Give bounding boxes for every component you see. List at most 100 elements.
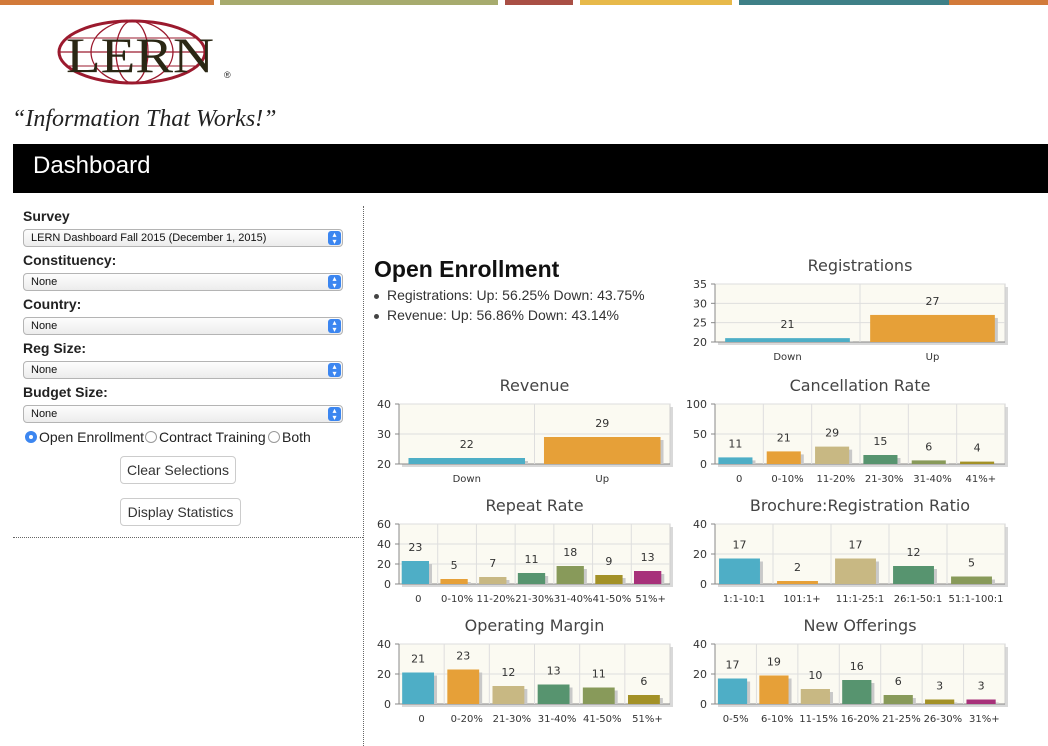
bullet-icon xyxy=(374,313,379,319)
sidebar-bottom-divider xyxy=(13,537,363,538)
reg-size-select-value: None xyxy=(31,364,58,376)
bar-0-10 xyxy=(766,451,801,464)
display-statistics-button[interactable]: Display Statistics xyxy=(120,498,241,526)
y-tick-label: 100 xyxy=(686,398,707,411)
chart-operating-margin: Operating Margin 0 20 40 21 0 23 0-20% 12 21-30% 1… xyxy=(364,614,690,734)
tagline: “Information That Works!” xyxy=(12,106,277,132)
bar-21-25 xyxy=(883,695,913,704)
x-tick-label: 6-10% xyxy=(761,714,793,725)
y-tick-label: 20 xyxy=(693,548,707,561)
page-title: Dashboard xyxy=(33,152,151,179)
x-tick-label: 31-40% xyxy=(913,474,952,485)
x-tick-label: 51%+ xyxy=(632,714,663,725)
bar-6-10 xyxy=(759,675,789,704)
lern-logo[interactable]: LERN ® xyxy=(56,16,240,90)
data-label: 17 xyxy=(849,539,863,552)
x-tick-label: 41-50% xyxy=(593,594,632,605)
x-tick-label: 41%+ xyxy=(966,474,997,485)
y-tick-label: 20 xyxy=(377,458,391,471)
bullet-icon xyxy=(374,293,379,299)
data-label: 29 xyxy=(595,417,609,430)
data-label: 22 xyxy=(460,438,474,451)
x-tick-label: 1:1-10:1 xyxy=(723,594,765,605)
chart-title: Registrations xyxy=(808,256,913,275)
bar-down xyxy=(725,338,850,342)
y-tick-label: 20 xyxy=(693,668,707,681)
chevron-updown-icon: ▴ ▾ xyxy=(328,231,341,246)
bar-0 xyxy=(402,672,435,704)
data-label: 18 xyxy=(563,546,577,559)
data-label: 4 xyxy=(974,442,981,455)
data-label: 19 xyxy=(767,656,781,669)
bar-0 xyxy=(718,457,753,464)
y-tick-label: 60 xyxy=(377,518,391,531)
constituency-select[interactable]: None ▴ ▾ xyxy=(23,273,343,291)
bar-up xyxy=(543,437,661,464)
x-tick-label: Down xyxy=(773,352,801,363)
chevron-updown-icon: ▴ ▾ xyxy=(328,319,341,334)
x-tick-label: 0-5% xyxy=(723,714,749,725)
brand-stripe-6 xyxy=(949,0,1048,5)
x-tick-label: 0-20% xyxy=(451,714,483,725)
x-tick-label: 21-25% xyxy=(882,714,921,725)
country-label: Country: xyxy=(23,296,82,312)
y-tick-label: 0 xyxy=(700,578,707,591)
x-tick-label: 26:1-50:1 xyxy=(894,594,943,605)
survey-select[interactable]: LERN Dashboard Fall 2015 (December 1, 20… xyxy=(23,229,343,247)
radio-both[interactable]: Both xyxy=(268,429,311,445)
chart-new-offerings: New Offerings 0 20 40 17 0-5% 19 6-10% 10 11-15% 1… xyxy=(680,614,1025,734)
chart-title: Brochure:Registration Ratio xyxy=(750,496,970,515)
chart-revenue: Revenue 20 30 40 22 Down 29 Up xyxy=(364,374,690,494)
radio-both-label: Both xyxy=(282,429,311,445)
data-label: 13 xyxy=(641,551,655,564)
data-label: 17 xyxy=(733,539,747,552)
data-label: 13 xyxy=(547,665,561,678)
chart-svg-margin: Operating Margin 0 20 40 21 0 23 0-20% 12 21-30% 1… xyxy=(377,616,673,725)
radio-unselected-icon[interactable] xyxy=(268,431,280,443)
chart-title: New Offerings xyxy=(803,616,916,635)
country-select[interactable]: None ▴ ▾ xyxy=(23,317,343,335)
bar-26-1-50-1 xyxy=(893,566,934,584)
radio-open-enrollment[interactable]: Open Enrollment xyxy=(25,429,144,445)
reg-size-select[interactable]: None ▴ ▾ xyxy=(23,361,343,379)
clear-selections-button[interactable]: Clear Selections xyxy=(120,456,236,484)
y-tick-label: 20 xyxy=(693,336,707,349)
y-tick-label: 20 xyxy=(377,558,391,571)
chart-svg-registrations: Registrations 20 25 30 35 21 Down 27 Up xyxy=(693,256,1008,363)
data-label: 23 xyxy=(456,650,470,663)
x-tick-label: 51:1-100:1 xyxy=(949,594,1004,605)
radio-selected-icon[interactable] xyxy=(25,431,37,443)
x-tick-label: 0-10% xyxy=(771,474,803,485)
x-tick-label: Up xyxy=(926,352,940,363)
x-tick-label: 0 xyxy=(736,474,742,485)
chart-cancellation-rate: Cancellation Rate 0 50 100 11 0 21 0-10% 29 11-20… xyxy=(680,374,1025,494)
x-tick-label: 0 xyxy=(415,594,421,605)
x-tick-label: 16-20% xyxy=(841,714,880,725)
constituency-label: Constituency: xyxy=(23,252,117,268)
budget-size-select[interactable]: None ▴ ▾ xyxy=(23,405,343,423)
y-tick-label: 20 xyxy=(377,668,391,681)
x-tick-label: 51%+ xyxy=(635,594,666,605)
radio-unselected-icon[interactable] xyxy=(145,431,157,443)
data-label: 15 xyxy=(873,435,887,448)
data-label: 17 xyxy=(726,659,740,672)
bar-31-40 xyxy=(556,566,584,584)
x-tick-label: 26-30% xyxy=(924,714,963,725)
radio-contract-training[interactable]: Contract Training xyxy=(145,429,266,445)
x-tick-label: Down xyxy=(453,474,481,485)
x-tick-label: 11-15% xyxy=(799,714,838,725)
data-label: 12 xyxy=(907,546,921,559)
y-tick-label: 40 xyxy=(377,638,391,651)
brand-stripe-2 xyxy=(220,0,498,5)
radio-contract-training-label: Contract Training xyxy=(159,429,266,445)
survey-label: Survey xyxy=(23,208,70,224)
bar-0-20 xyxy=(447,669,480,704)
x-tick-label: 21-30% xyxy=(865,474,904,485)
bar-11-20 xyxy=(479,577,507,584)
sidebar-divider xyxy=(363,206,364,746)
bar-41 xyxy=(960,461,995,464)
data-label: 23 xyxy=(408,541,422,554)
bar-51 xyxy=(627,695,660,704)
summary-bullet-text: Revenue: Up: 56.86% Down: 43.14% xyxy=(387,307,619,323)
registered-mark: ® xyxy=(224,70,231,80)
